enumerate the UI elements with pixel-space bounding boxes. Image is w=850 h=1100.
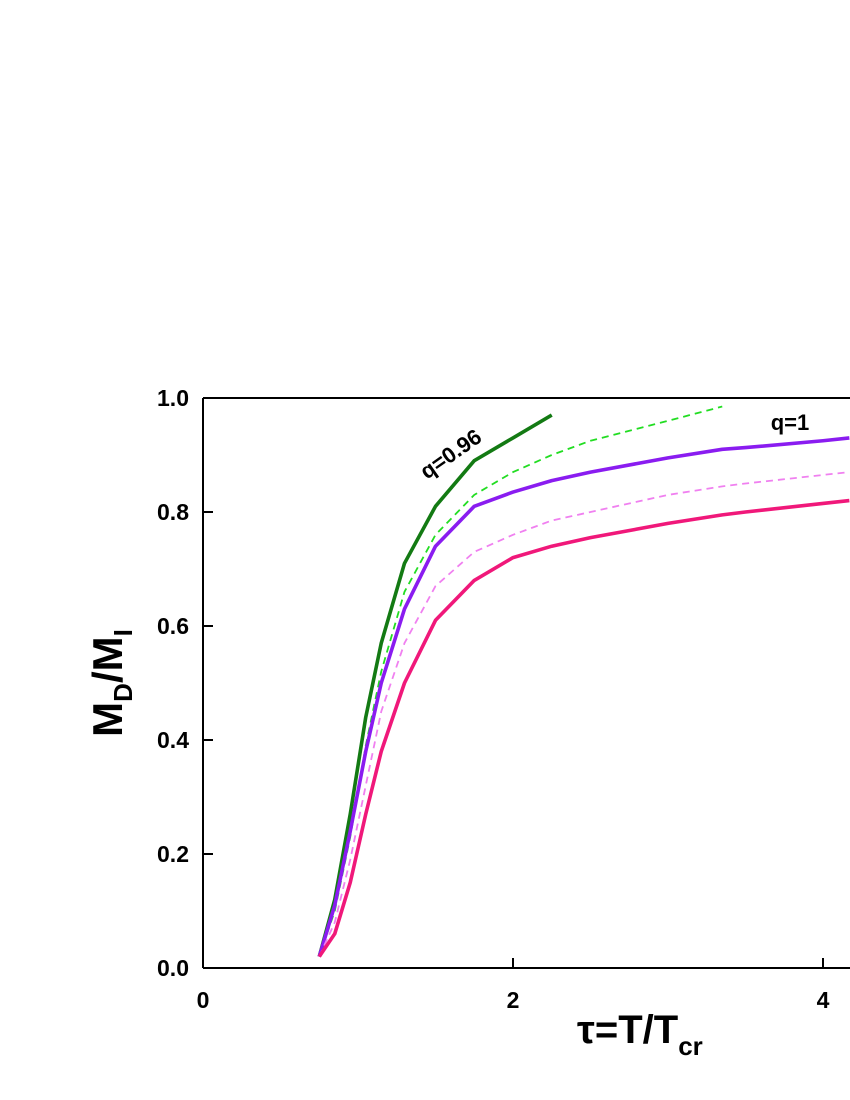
- series-label: q=1: [771, 410, 810, 435]
- line: [317, 413, 553, 958]
- x-tick-label: 2: [507, 987, 520, 1013]
- y-label-part: M: [84, 702, 131, 737]
- x-label-sub: cr: [678, 1031, 703, 1061]
- x-axis-label: τ=T/Tcr: [577, 1008, 703, 1061]
- x-tick-label: 0: [197, 987, 210, 1013]
- line: [318, 471, 850, 957]
- y-label-sub: D: [108, 683, 138, 702]
- y-tick-label: 0.4: [157, 727, 189, 753]
- series-label: q=0.96: [415, 424, 486, 484]
- y-tick-label: 0.8: [157, 499, 189, 525]
- x-label-part: τ=T/T: [577, 1008, 678, 1052]
- plot-area: [317, 405, 850, 958]
- y-tick-label: 1.0: [157, 385, 189, 411]
- y-tick-label: 0.6: [157, 613, 189, 639]
- y-label-sub: I: [108, 629, 138, 636]
- y-tick-label: 0.2: [157, 841, 189, 867]
- y-axis-label: MD/MI: [84, 629, 138, 737]
- y-label-part: /M: [84, 636, 131, 683]
- y-tick-label: 0.0: [157, 955, 189, 981]
- line: [317, 498, 850, 958]
- x-tick-label: 4: [817, 987, 830, 1013]
- line: [317, 436, 850, 958]
